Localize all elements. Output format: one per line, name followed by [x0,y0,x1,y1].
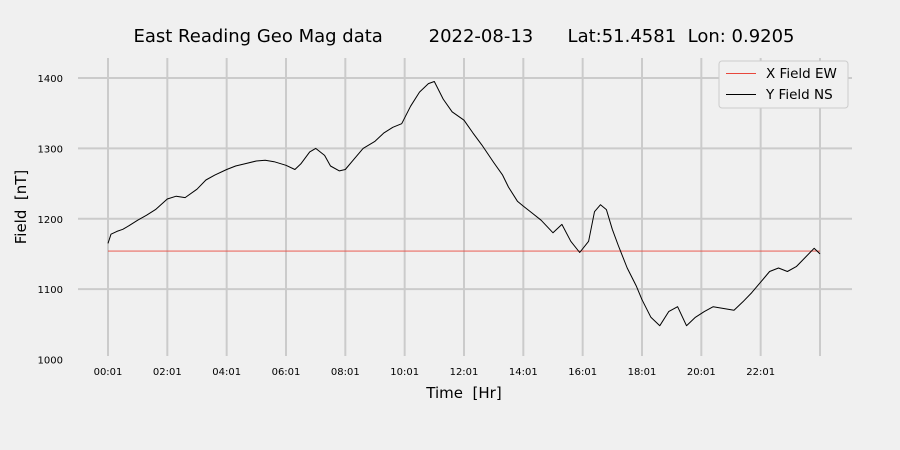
y-tick-label: 1100 [38,285,63,296]
x-tick-label: 02:01 [153,367,182,378]
legend-box [718,60,849,109]
y-tick-label: 1200 [38,215,63,226]
x-tick-label: 14:01 [509,367,538,378]
legend: X Field EW Y Field NS [718,60,849,109]
x-tick-label: 20:01 [687,367,716,378]
y-tick-label: 1300 [38,144,63,155]
x-tick-label: 16:01 [568,367,597,378]
y-axis-ticks: 1000 1100 1200 1300 1400 [38,74,63,367]
grid [78,58,852,356]
x-axis-label: Time [Hr] [425,384,501,402]
x-tick-label: 22:01 [746,367,775,378]
y-axis-label: Field [nT] [12,170,30,245]
x-tick-label: 18:01 [628,367,657,378]
y-tick-label: 1400 [38,74,63,85]
series-layer [107,81,821,327]
x-tick-label: 04:01 [212,367,241,378]
legend-label-x-field: X Field EW [766,66,837,82]
x-axis-ticks: 00:01 02:01 04:01 06:01 08:01 10:01 12:01 14:01… [94,367,775,378]
series-line-y-field-ns [107,81,821,327]
x-tick-label: 06:01 [272,367,301,378]
chart-title: East Reading Geo Mag data 2022-08-13 Lat… [133,26,794,47]
x-tick-label: 10:01 [390,367,419,378]
x-tick-label: 08:01 [331,367,360,378]
x-tick-label: 12:01 [450,367,479,378]
legend-label-y-field: Y Field NS [765,87,833,103]
x-tick-label: 00:01 [94,367,123,378]
y-tick-label: 1000 [38,356,63,367]
